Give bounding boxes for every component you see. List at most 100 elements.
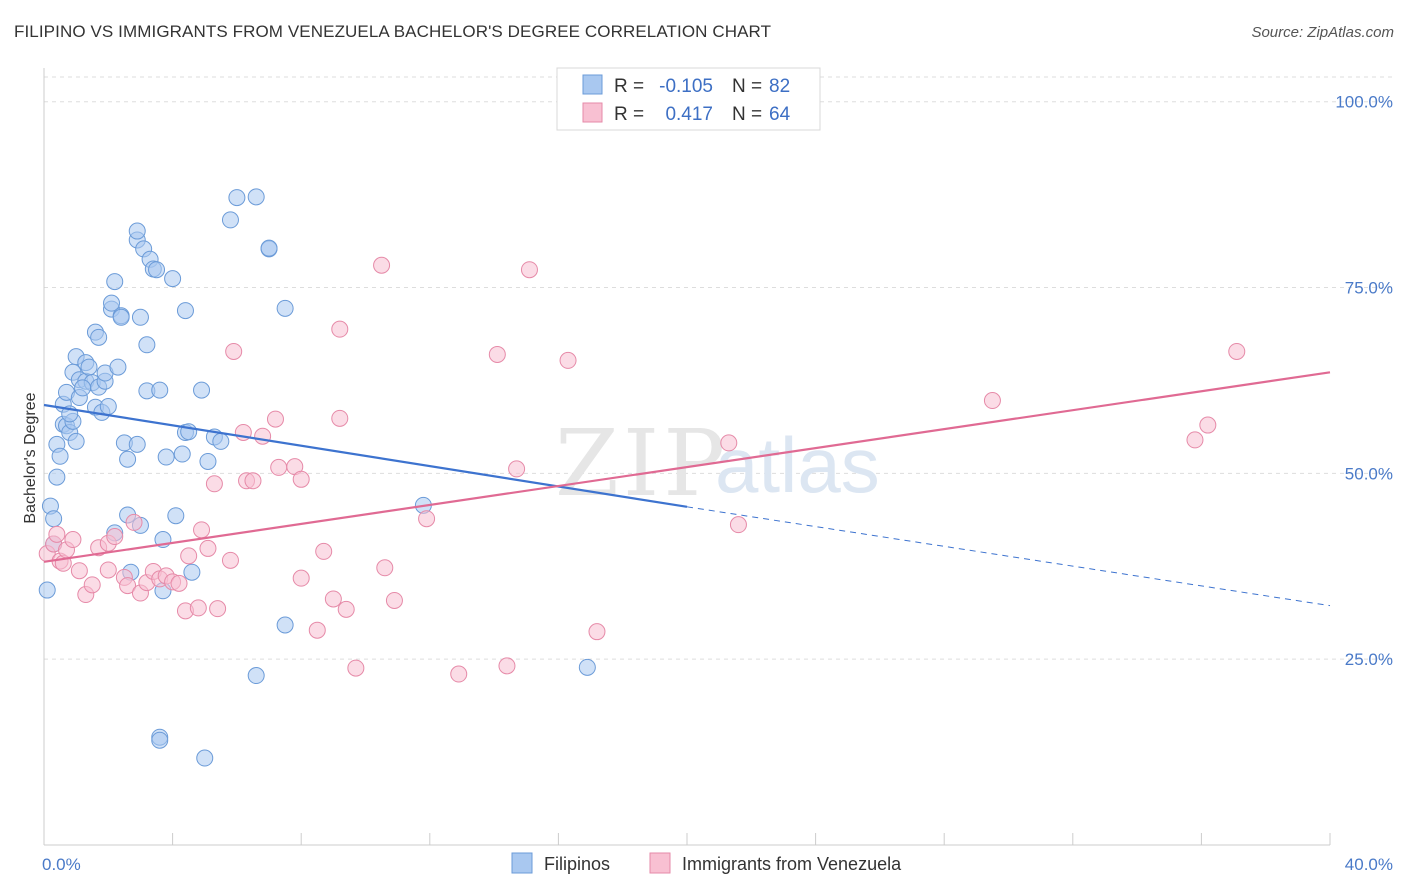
venezuela-point (720, 434, 738, 452)
filipino-point (80, 358, 98, 376)
venezuela-point (205, 475, 223, 493)
venezuela-point (520, 261, 538, 279)
filipino-point (51, 447, 69, 465)
venezuela-point (106, 528, 124, 546)
venezuela-point (83, 576, 101, 594)
venezuela-point (70, 562, 88, 580)
venezuela-point (270, 458, 288, 476)
source-credit: Source: ZipAtlas.com (1251, 24, 1394, 41)
legend: R = -0.105 N = 82 R = 0.417 N = 64 (556, 67, 821, 131)
venezuela-point (450, 665, 468, 683)
filipino-point (578, 658, 596, 676)
venezuela-point (244, 472, 262, 490)
venezuela-point (385, 591, 403, 609)
filipino-point (164, 270, 182, 288)
filipino-point (103, 294, 121, 312)
y-tick-label: 100.0% (1335, 93, 1393, 112)
venezuela-point (64, 531, 82, 549)
venezuela-point (373, 256, 391, 274)
watermark-zip: ZIP (555, 410, 729, 517)
x-tick-label: 0.0% (42, 855, 81, 874)
venezuela-point (209, 600, 227, 618)
venezuela-point (347, 659, 365, 677)
legend-r-label: R = (614, 104, 644, 125)
chart-title: FILIPINO VS IMMIGRANTS FROM VENEZUELA BA… (14, 22, 772, 41)
venezuela-point (225, 342, 243, 360)
venezuela-point (308, 621, 326, 639)
legend-n-label: N = (732, 104, 762, 125)
venezuela-point (221, 551, 239, 569)
filipino-point (260, 239, 278, 257)
data-points (38, 188, 1246, 767)
venezuela-point (559, 351, 577, 369)
trend-lines (43, 371, 1331, 607)
venezuela-point (125, 513, 143, 531)
filipino-point (196, 749, 214, 767)
venezuela-point (266, 410, 284, 428)
venezuela-point (331, 409, 349, 427)
venezuela-point (193, 521, 211, 539)
filipino-point (138, 336, 156, 354)
venezuela-point (315, 542, 333, 560)
filipino-point (157, 448, 175, 466)
legend-r-value: 0.417 (665, 104, 713, 125)
venezuela-point (331, 320, 349, 338)
filipino-point (128, 222, 146, 240)
filipino-point (247, 667, 265, 685)
watermark-atlas: atlas (715, 421, 880, 509)
legend-r-label: R = (614, 76, 644, 97)
filipino-point (173, 445, 191, 463)
venezuela-point (1228, 342, 1246, 360)
filipino-point (212, 432, 230, 450)
bottom-legend-label: Immigrants from Venezuela (682, 854, 902, 874)
axes (43, 68, 1331, 846)
filipino-point (276, 616, 294, 634)
venezuela-point (170, 574, 188, 592)
bottom-legend-swatch (649, 852, 671, 874)
venezuela-point (99, 561, 117, 579)
venezuela-point (292, 569, 310, 587)
filipino-point (38, 581, 56, 599)
venezuela-point (418, 510, 436, 528)
filipino-trend-line (43, 403, 688, 508)
legend-n-value: 82 (769, 76, 790, 97)
filipino-point (45, 510, 63, 528)
filipino-point (193, 381, 211, 399)
venezuela-point (180, 547, 198, 565)
venezuela-point (488, 345, 506, 363)
bottom-legend-swatch (511, 852, 533, 874)
filipino-point (119, 450, 137, 468)
venezuela-point (292, 470, 310, 488)
bottom-legend: Filipinos Immigrants from Venezuela (511, 852, 902, 874)
filipino-point (247, 188, 265, 206)
venezuela-point (48, 525, 66, 543)
venezuela-point (1199, 416, 1217, 434)
filipino-point (109, 358, 127, 376)
filipino-point (148, 261, 166, 279)
filipino-point (183, 563, 201, 581)
filipino-point (151, 381, 169, 399)
filipino-point (106, 273, 124, 291)
filipino-point (221, 211, 239, 229)
venezuela-point (729, 516, 747, 534)
y-tick-label: 25.0% (1345, 650, 1393, 669)
filipino-point (167, 507, 185, 525)
filipino-point (74, 379, 92, 397)
legend-n-value: 64 (769, 104, 791, 125)
venezuela-trend-line (43, 371, 1331, 563)
filipino-point (151, 731, 169, 749)
filipino-point (176, 302, 194, 320)
filipino-point (131, 308, 149, 326)
legend-r-value: -0.105 (659, 76, 713, 97)
venezuela-point (254, 427, 272, 445)
filipino-point (199, 452, 217, 470)
tick-labels: 25.0% 50.0% 75.0% 100.0% 0.0% 40.0% (42, 93, 1393, 874)
x-tick-label: 40.0% (1345, 855, 1393, 874)
filipino-trend-extension (686, 506, 1331, 607)
venezuela-point (498, 657, 516, 675)
y-tick-label: 50.0% (1345, 464, 1393, 483)
bottom-legend-label: Filipinos (544, 854, 610, 874)
venezuela-point (324, 590, 342, 608)
y-axis-label: Bachelor's Degree (22, 392, 39, 523)
